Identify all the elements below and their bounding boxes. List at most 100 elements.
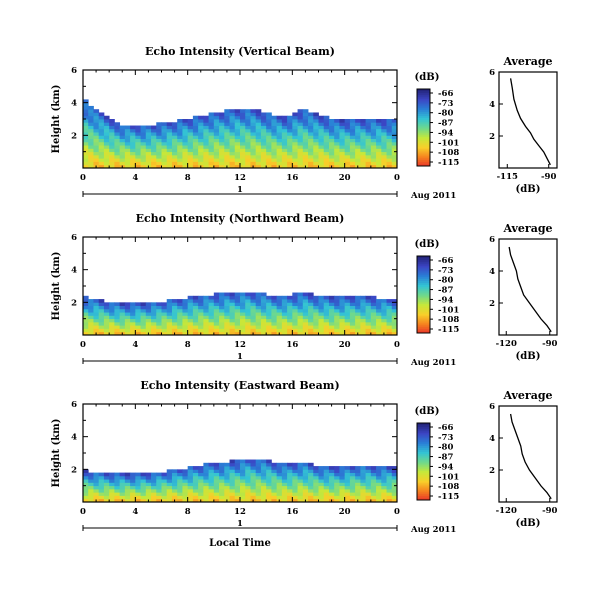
heatmap-cell	[240, 132, 246, 136]
heatmap-cell	[302, 308, 309, 313]
heatmap-cell	[292, 328, 298, 333]
heatmap-cell	[98, 308, 105, 313]
heatmap-cell	[323, 312, 330, 316]
heatmap-cell	[386, 315, 393, 320]
heatmap-cell	[109, 492, 115, 496]
heatmap-cell	[360, 331, 366, 336]
heatmap-cell	[151, 135, 157, 139]
heatmap-cell	[224, 119, 230, 123]
heatmap-cell	[119, 308, 126, 313]
heatmap-cell	[250, 475, 257, 480]
colorbar-segment	[417, 114, 430, 117]
colorbar-segment	[417, 110, 430, 113]
heatmap-cell	[140, 498, 147, 503]
heatmap-cell	[224, 325, 230, 329]
heatmap-cell	[365, 331, 372, 336]
heatmap-cell	[323, 315, 330, 320]
heatmap-cell	[109, 475, 115, 480]
heatmap-cell	[140, 141, 147, 146]
heatmap-cell	[266, 145, 272, 149]
heatmap-cell	[98, 472, 105, 477]
heatmap-cell	[114, 141, 121, 146]
heatmap-cell	[308, 331, 314, 336]
heatmap-cell	[177, 119, 183, 123]
heatmap-cell	[151, 312, 157, 316]
colorbar-segment	[417, 478, 430, 482]
heatmap-cell	[166, 495, 173, 500]
colorbar-tick-label: -101	[438, 305, 459, 315]
heatmap-cell	[198, 138, 204, 143]
heatmap-cell	[287, 302, 293, 306]
heatmap-cell	[166, 479, 173, 483]
heatmap-cell	[308, 119, 314, 123]
heatmap-cell	[287, 469, 293, 473]
heatmap-cell	[135, 321, 141, 326]
heatmap-cell	[370, 315, 377, 320]
heatmap-cell	[151, 125, 157, 130]
heatmap-cell	[109, 495, 115, 500]
heatmap-cell	[328, 328, 335, 333]
heatmap-cell	[213, 122, 220, 126]
heatmap-cell	[344, 145, 351, 149]
heatmap-cell	[344, 312, 351, 316]
heatmap-cell	[281, 469, 288, 473]
heatmap-cell	[360, 161, 366, 166]
colorbar-segment	[417, 162, 430, 165]
heatmap-cell	[88, 328, 94, 333]
heatmap-cell	[109, 141, 115, 146]
heatmap-cell	[140, 495, 147, 500]
heatmap-cell	[177, 164, 183, 169]
heatmap-cell	[166, 472, 173, 477]
heatmap-cell	[203, 331, 209, 336]
heatmap-cell	[308, 488, 314, 493]
heatmap-cell	[187, 308, 194, 313]
colorbar-segment	[417, 277, 430, 280]
heatmap-cell	[135, 495, 141, 500]
heatmap-cell	[103, 132, 110, 136]
heatmap-cell	[166, 302, 173, 306]
heatmap-cell	[318, 318, 325, 323]
heatmap-cell	[245, 485, 251, 490]
heatmap-cell	[182, 479, 189, 483]
heatmap-cell	[339, 325, 346, 329]
heatmap-cell	[156, 158, 162, 162]
heatmap-cell	[376, 469, 382, 473]
heatmap-cell	[334, 161, 340, 166]
heatmap-cell	[318, 128, 325, 133]
heatmap-cell	[240, 115, 246, 120]
heatmap-cell	[255, 302, 262, 306]
heatmap-cell	[229, 164, 236, 169]
heatmap-cell	[219, 331, 225, 336]
heatmap-cell	[198, 119, 204, 123]
heatmap-cell	[119, 321, 126, 326]
heatmap-cell	[245, 315, 251, 320]
heatmap-cell	[323, 485, 330, 490]
heatmap-cell	[344, 472, 351, 477]
heatmap-cell	[266, 295, 272, 300]
heatmap-cell	[140, 479, 147, 483]
heatmap-cell	[318, 485, 325, 490]
heatmap-cell	[229, 122, 236, 126]
colorbar-segment	[417, 286, 430, 290]
heatmap-cell	[334, 148, 340, 153]
heatmap-cell	[182, 145, 189, 149]
heatmap-cell	[234, 305, 241, 310]
heatmap-cell	[308, 158, 314, 162]
heatmap-cell	[130, 328, 136, 333]
heatmap-cell	[386, 141, 393, 146]
heatmap-cell	[166, 122, 173, 126]
heatmap-cell	[391, 119, 398, 123]
colorbar-segment	[417, 131, 430, 134]
heatmap-cell	[302, 495, 309, 500]
heatmap-cell	[302, 482, 309, 487]
heatmap-cell	[334, 122, 340, 126]
heatmap-cell	[339, 475, 346, 480]
heatmap-cell	[192, 328, 199, 333]
heatmap-cell	[208, 161, 215, 166]
heatmap-cell	[103, 312, 110, 316]
heatmap-cell	[119, 488, 126, 493]
heatmap-cell	[182, 148, 189, 153]
heatmap-cell	[234, 119, 241, 123]
heatmap-cell	[365, 158, 372, 162]
heatmap-cell	[318, 164, 325, 169]
